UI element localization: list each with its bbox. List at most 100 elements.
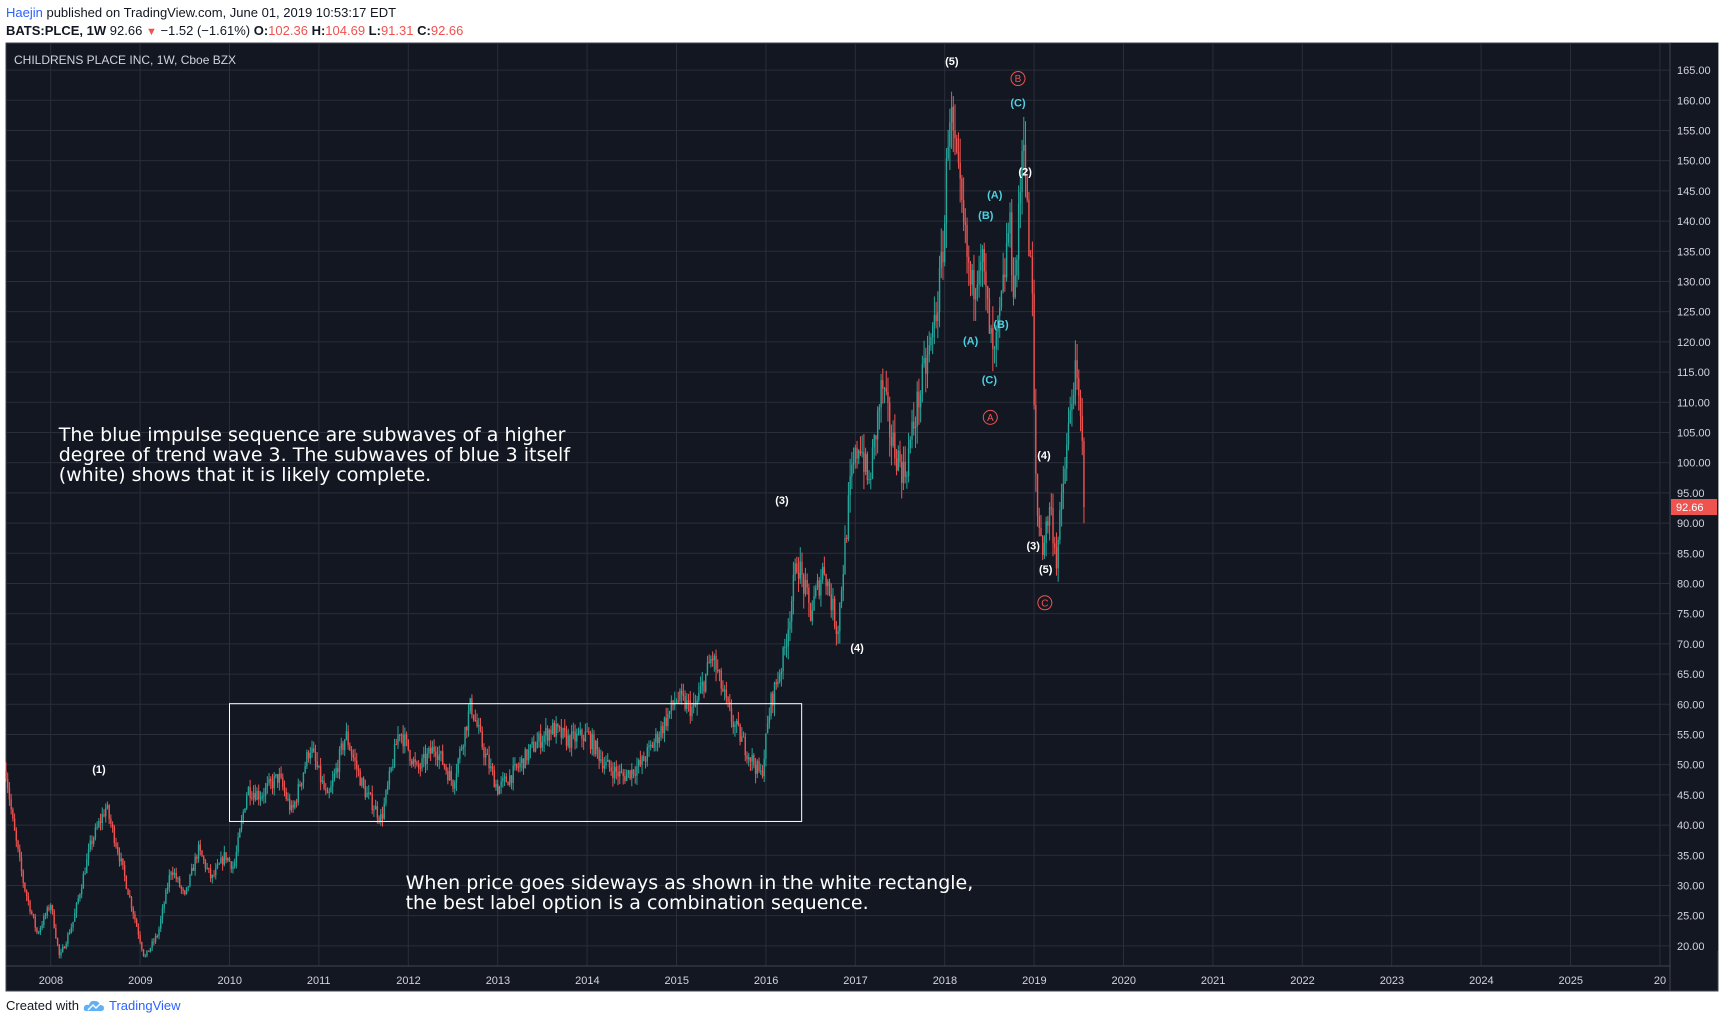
candle-body — [204, 860, 207, 869]
candle-body — [775, 682, 777, 685]
candle-body — [361, 778, 363, 786]
candle-body — [400, 734, 403, 736]
candle-body — [211, 874, 214, 879]
candle-body — [748, 757, 750, 760]
candle-body — [944, 223, 946, 263]
wave-label: (5) — [1039, 564, 1053, 576]
candle-body — [851, 464, 853, 477]
candle-body — [146, 950, 148, 956]
candle-body — [1064, 468, 1066, 484]
candle-body — [756, 761, 759, 774]
author-link[interactable]: Haejin — [6, 5, 43, 20]
candle-body — [735, 720, 738, 725]
candle-body — [586, 731, 588, 733]
candle-body — [12, 809, 14, 819]
candle-body — [888, 402, 891, 438]
candle-body — [82, 874, 85, 889]
candle-body — [629, 770, 631, 779]
candle-body — [823, 566, 826, 575]
candle-body — [290, 804, 293, 811]
candle-body — [436, 756, 439, 761]
candle-body — [784, 647, 786, 649]
price-tick-label: 55.00 — [1677, 729, 1705, 741]
price-tick-label: 100.00 — [1677, 458, 1711, 470]
candle-body — [883, 388, 886, 390]
candle-body — [1041, 536, 1044, 555]
tradingview-link[interactable]: TradingView — [108, 998, 181, 1013]
wave-label-circle — [982, 409, 998, 425]
candle-body — [1028, 199, 1030, 257]
time-tick-label: 2018 — [933, 975, 957, 987]
candle-body — [706, 662, 709, 674]
candle-body — [22, 871, 24, 883]
candle-body — [949, 122, 951, 147]
candle-body — [567, 735, 569, 746]
candle-body — [1004, 274, 1006, 278]
candle-body — [727, 697, 729, 702]
candle-body — [512, 765, 514, 783]
candle-body — [156, 935, 158, 937]
candle-body — [431, 746, 434, 754]
time-tick-label: 2013 — [486, 975, 510, 987]
candle-body — [194, 856, 196, 871]
candle-body — [479, 724, 482, 731]
price-tick-label: 65.00 — [1677, 669, 1705, 681]
candle-body — [598, 749, 600, 761]
candle-body — [631, 769, 633, 779]
candle-body — [579, 729, 581, 734]
candle-body — [682, 693, 685, 697]
candle-body — [615, 766, 618, 772]
candle-body — [44, 915, 47, 917]
candle-body — [739, 724, 741, 742]
candle-body — [309, 752, 312, 759]
candle-body — [1029, 256, 1032, 258]
candle-body — [577, 733, 580, 735]
candle-body — [75, 903, 78, 914]
candle-body — [534, 748, 537, 752]
candle-body — [263, 795, 265, 797]
candle-body — [627, 770, 630, 774]
candle-body — [462, 746, 465, 749]
candle-body — [92, 837, 95, 844]
candle-body — [701, 682, 703, 687]
candle-body — [876, 410, 879, 440]
candle-body — [933, 315, 936, 326]
candle-body — [474, 720, 477, 722]
candle-body — [166, 887, 169, 891]
candle-body — [225, 852, 227, 861]
candle-body — [173, 872, 176, 875]
candle-body — [931, 325, 934, 338]
candle-body — [641, 756, 643, 765]
candle-body — [302, 772, 305, 783]
candle-body — [15, 830, 18, 841]
time-tick-label: 2017 — [843, 975, 867, 987]
candle-body — [445, 766, 447, 772]
candle-body — [55, 927, 57, 939]
high-value: 104.69 — [325, 23, 366, 38]
sideways-range-rectangle[interactable] — [229, 703, 803, 822]
candle-body — [613, 766, 616, 779]
candle-body — [180, 886, 183, 889]
candle-body — [591, 734, 593, 750]
candle-body — [1017, 203, 1020, 260]
candle-body — [923, 358, 925, 364]
candle-body — [742, 736, 745, 738]
candle-body — [768, 715, 771, 724]
candle-body — [19, 848, 21, 858]
wave-label: (C) — [982, 374, 998, 386]
annotation-text: degree of trend wave 3. The subwaves of … — [59, 444, 572, 466]
candle-body — [1014, 275, 1016, 298]
candle-body — [450, 770, 452, 781]
candle-body — [5, 770, 7, 780]
candle-body — [675, 700, 678, 703]
candle-body — [135, 919, 138, 927]
candle-body — [125, 876, 128, 889]
candle-body — [321, 780, 324, 783]
candle-body — [550, 729, 552, 734]
price-axis[interactable] — [1670, 43, 1718, 951]
time-tick-label: 2009 — [128, 975, 152, 987]
candle-body — [326, 789, 329, 794]
price-tick-label: 165.00 — [1677, 65, 1711, 77]
wave-label: (A) — [987, 190, 1003, 202]
price-chart[interactable]: (1) (3) (4) (5) (2) (4) (3) (5) (A) (B) (A) (B) (C) (… — [0, 40, 1726, 992]
